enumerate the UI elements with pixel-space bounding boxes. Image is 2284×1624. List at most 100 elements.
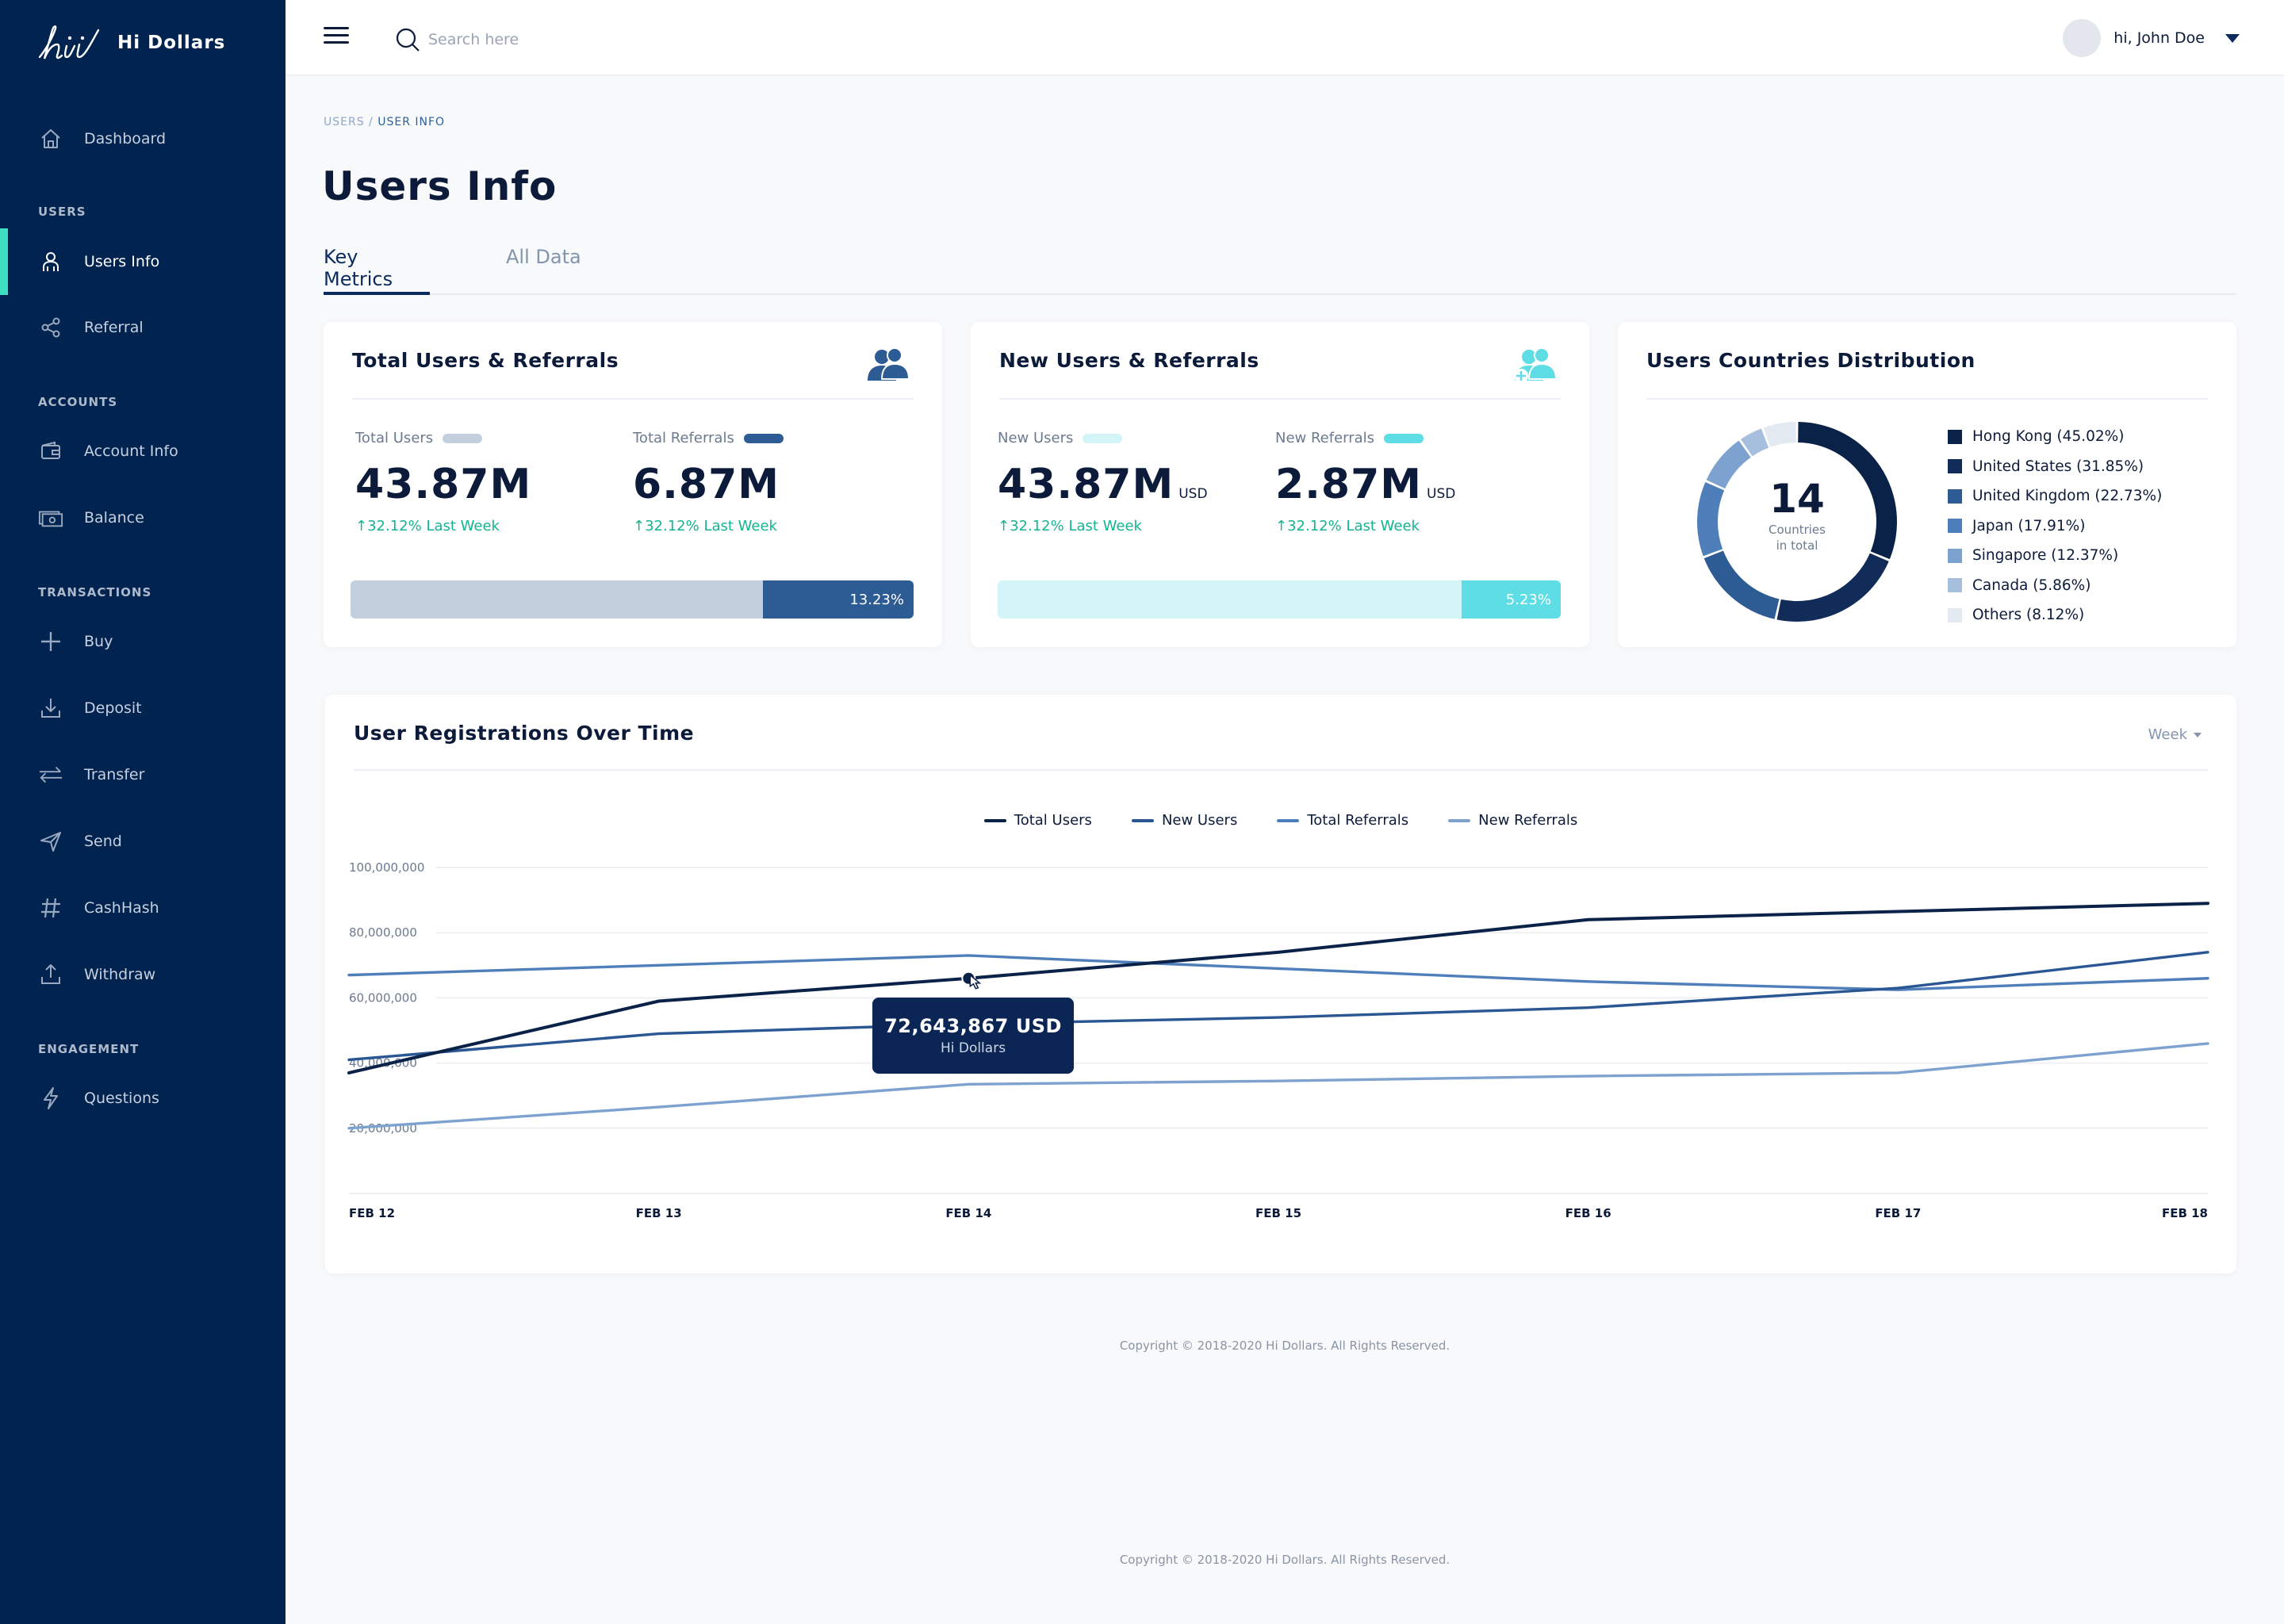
metric-value: 6.87M: [633, 461, 780, 508]
tab-all-data[interactable]: All Data: [506, 246, 581, 268]
users-icon: [868, 347, 910, 381]
metric-value: 43.87M: [355, 461, 532, 508]
new-users-metric: New Users 43.87M USD ↑32.12% Last Week: [998, 430, 1208, 534]
ratio-bar: 13.23%: [351, 580, 914, 619]
legend-label: Japan (17.91%): [1972, 517, 2086, 534]
donut-slice[interactable]: [1706, 440, 1751, 489]
countries-total: 14: [1769, 476, 1825, 522]
donut-slice[interactable]: [1763, 422, 1796, 447]
lightning-icon: [38, 1086, 63, 1111]
card-divider: [999, 398, 1561, 400]
brand[interactable]: Hi Dollars: [35, 19, 225, 67]
legend-label: Total Users: [1014, 812, 1092, 829]
legend-swatch: [1948, 607, 1962, 622]
sidebar-item-label: Send: [84, 833, 122, 850]
sidebar-item-withdraw[interactable]: Withdraw: [0, 941, 286, 1008]
sidebar-item-label: Deposit: [84, 699, 142, 717]
nav-section-engagement: ENGAGEMENT: [38, 1042, 140, 1056]
legend-swatch: [1083, 433, 1123, 443]
sidebar-item-cashhash[interactable]: CashHash: [0, 875, 286, 941]
legend-line-swatch: [983, 818, 1006, 822]
period-select[interactable]: Week: [2148, 726, 2202, 743]
registrations-card: User Registrations Over Time Week Total …: [325, 695, 2236, 1274]
sidebar-item-label: Users Info: [84, 253, 160, 270]
metric-label: Total Referrals: [633, 430, 734, 446]
ratio-bar: 5.23%: [998, 580, 1561, 619]
sidebar-item-questions[interactable]: Questions: [0, 1065, 286, 1132]
new-referrals-metric: New Referrals 2.87M USD ↑32.12% Last Week: [1275, 430, 1455, 534]
metric-change: ↑32.12% Last Week: [633, 518, 777, 534]
donut-slice[interactable]: [1703, 550, 1780, 619]
sidebar-item-balance[interactable]: Balance: [0, 485, 286, 551]
card-divider: [354, 769, 2208, 771]
chart-legend-item[interactable]: Total Users: [983, 812, 1092, 829]
sidebar-item-buy[interactable]: Buy: [0, 608, 286, 675]
home-icon: [38, 126, 63, 151]
total-users-metric: Total Users 43.87M ↑32.12% Last Week: [355, 430, 531, 534]
legend-item: Others (8.12%): [1948, 600, 2162, 630]
breadcrumb-parent[interactable]: USERS: [324, 116, 365, 128]
legend-swatch: [1948, 488, 1962, 504]
countries-distribution-card: Users Countries Distribution 14 Countrie…: [1618, 322, 2236, 647]
card-divider: [1646, 398, 2208, 400]
menu-icon[interactable]: [324, 27, 349, 49]
tab-key-metrics[interactable]: Key Metrics: [324, 246, 430, 295]
chart-legend-item[interactable]: Total Referrals: [1277, 812, 1408, 829]
ratio-bar-label: 5.23%: [1505, 591, 1551, 608]
legend-line-swatch: [1448, 818, 1471, 822]
tooltip-caption: Hi Dollars: [940, 1040, 1006, 1056]
sidebar-item-label: Dashboard: [84, 130, 167, 147]
plus-icon: [38, 629, 63, 654]
hash-icon: [38, 895, 63, 921]
user-menu[interactable]: hi, John Doe: [2063, 17, 2240, 59]
period-select-value: Week: [2148, 726, 2187, 743]
add-user-icon: [1514, 347, 1558, 383]
legend-swatch: [1384, 433, 1424, 443]
donut-slice[interactable]: [1741, 428, 1769, 457]
sidebar-item-label: Referral: [84, 319, 144, 336]
donut-chart: [1697, 422, 1897, 622]
metric-label: New Referrals: [1275, 430, 1375, 446]
sidebar-item-deposit[interactable]: Deposit: [0, 675, 286, 741]
legend-swatch: [443, 433, 483, 443]
sidebar-item-dashboard[interactable]: Dashboard: [0, 105, 286, 172]
sidebar: Hi Dollars Dashboard USERS Users Info Re…: [0, 0, 286, 1624]
breadcrumb-current: USER INFO: [377, 116, 446, 128]
sidebar-item-send[interactable]: Send: [0, 808, 286, 875]
chart-tooltip: 72,643,867 USD Hi Dollars: [872, 998, 1074, 1074]
breadcrumb-separator: /: [364, 116, 378, 128]
sidebar-item-referral[interactable]: Referral: [0, 294, 286, 361]
search-icon: [396, 28, 420, 52]
legend-item: United Kingdom (22.73%): [1948, 481, 2162, 511]
avatar[interactable]: [2063, 19, 2102, 57]
donut-slice[interactable]: [1697, 482, 1725, 557]
legend-label: Others (8.12%): [1972, 607, 2085, 624]
donut-slice[interactable]: [1798, 422, 1897, 560]
metric-unit: USD: [1427, 486, 1456, 502]
breadcrumb: USERS / USER INFO: [324, 116, 445, 128]
new-users-referrals-card: New Users & Referrals New Users 43.87M US…: [971, 322, 1589, 647]
transfer-icon: [38, 762, 63, 787]
legend-item: Canada (5.86%): [1948, 571, 2162, 601]
sidebar-item-label: Withdraw: [84, 966, 156, 983]
search-box: [393, 24, 711, 56]
nav-section-users: USERS: [38, 205, 86, 219]
sidebar-item-label: CashHash: [84, 899, 159, 917]
cash-icon: [38, 505, 63, 530]
sidebar-item-account-info[interactable]: Account Info: [0, 418, 286, 485]
donut-slice[interactable]: [1776, 553, 1889, 622]
footer-copyright-bottom: Copyright © 2018-2020 Hi Dollars. All Ri…: [1119, 1553, 1450, 1567]
ratio-bar-users: [998, 580, 1462, 619]
chevron-down-icon[interactable]: [2225, 33, 2240, 43]
sidebar-item-transfer[interactable]: Transfer: [0, 741, 286, 808]
chart-legend-item[interactable]: New Referrals: [1448, 812, 1577, 829]
card-title: Users Countries Distribution: [1646, 349, 1976, 372]
legend-swatch: [1948, 548, 1962, 563]
legend-label: Total Referrals: [1307, 812, 1409, 829]
search-input[interactable]: [428, 31, 698, 48]
legend-swatch: [1948, 429, 1962, 444]
brand-name: Hi Dollars: [117, 33, 226, 53]
top-bar: hi, John Doe: [286, 0, 2284, 76]
chart-legend-item[interactable]: New Users: [1131, 812, 1237, 829]
sidebar-item-users-info[interactable]: Users Info: [0, 228, 286, 295]
